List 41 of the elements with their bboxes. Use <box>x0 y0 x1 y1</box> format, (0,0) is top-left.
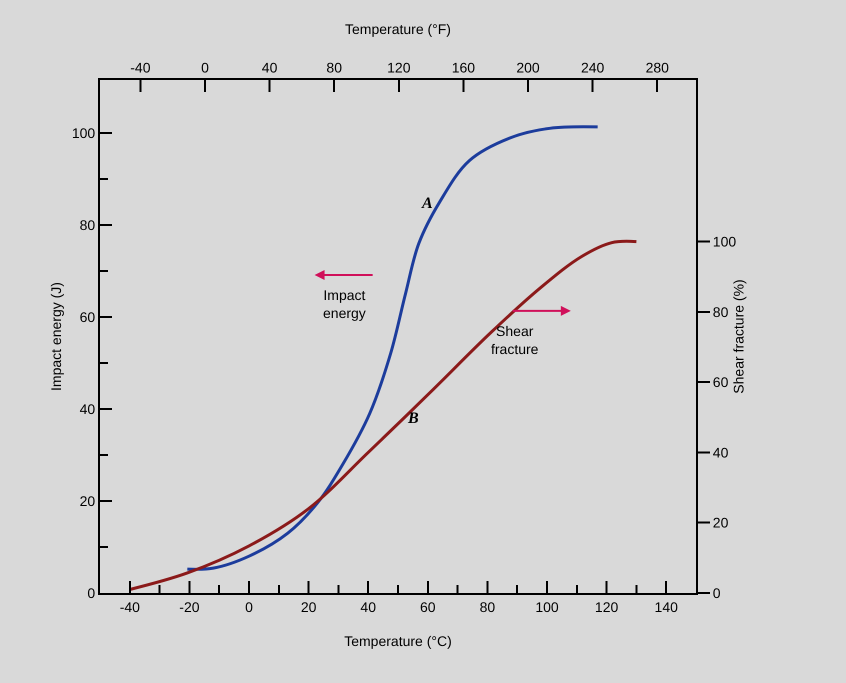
x-tick-label: 0 <box>245 598 254 615</box>
y2-tick-label: 40 <box>712 444 729 460</box>
x2-tick-label: 40 <box>262 59 278 76</box>
y-axis-title: Impact energy (J) <box>48 282 64 391</box>
x-tick-label: 60 <box>420 598 436 615</box>
x2-tick-label: 120 <box>387 59 411 76</box>
x-tick-label: 80 <box>480 598 496 615</box>
y-tick-label: 100 <box>72 124 96 141</box>
y-tick-label: 60 <box>80 308 96 325</box>
y2-tick-label: 80 <box>712 304 729 320</box>
x2-axis-title: Temperature (°F) <box>345 21 451 37</box>
x-tick-label: 100 <box>535 598 559 615</box>
x2-tick-label: 240 <box>580 59 605 76</box>
y2-tick-label: 20 <box>712 514 729 531</box>
x-tick-label: -20 <box>179 598 200 615</box>
annotation: A <box>421 195 433 212</box>
x2-tick-label: 160 <box>452 59 476 76</box>
annotation: Shear fracture <box>491 323 539 358</box>
x2-tick-label: 200 <box>516 59 540 76</box>
y-tick-label: 80 <box>80 216 96 233</box>
annotation: Impact energy <box>323 287 366 322</box>
line-series <box>128 240 638 591</box>
x-tick-label: 120 <box>594 598 618 615</box>
x-tick-label: 140 <box>654 598 678 615</box>
y2-axis-title: Shear fracture (%) <box>730 279 747 394</box>
x2-tick-label: 80 <box>326 59 342 76</box>
x-tick-label: 40 <box>360 598 376 615</box>
line-series <box>186 125 600 571</box>
x-tick-label: 20 <box>300 598 317 615</box>
x2-tick-label: -40 <box>130 59 151 76</box>
y-tick-label: 20 <box>80 492 96 509</box>
x-axis-title: Temperature (°C) <box>344 633 452 649</box>
x2-tick-label: 0 <box>201 59 210 76</box>
x-tick-label: -40 <box>120 598 140 615</box>
y2-tick-label: 0 <box>712 584 721 601</box>
x2-tick-label: 280 <box>646 59 670 76</box>
annotation: B <box>407 410 419 427</box>
y2-tick-label: 100 <box>712 234 736 250</box>
y-tick-label: 0 <box>87 584 96 601</box>
y-tick-label: 40 <box>80 400 96 417</box>
y2-tick-label: 60 <box>712 374 729 390</box>
